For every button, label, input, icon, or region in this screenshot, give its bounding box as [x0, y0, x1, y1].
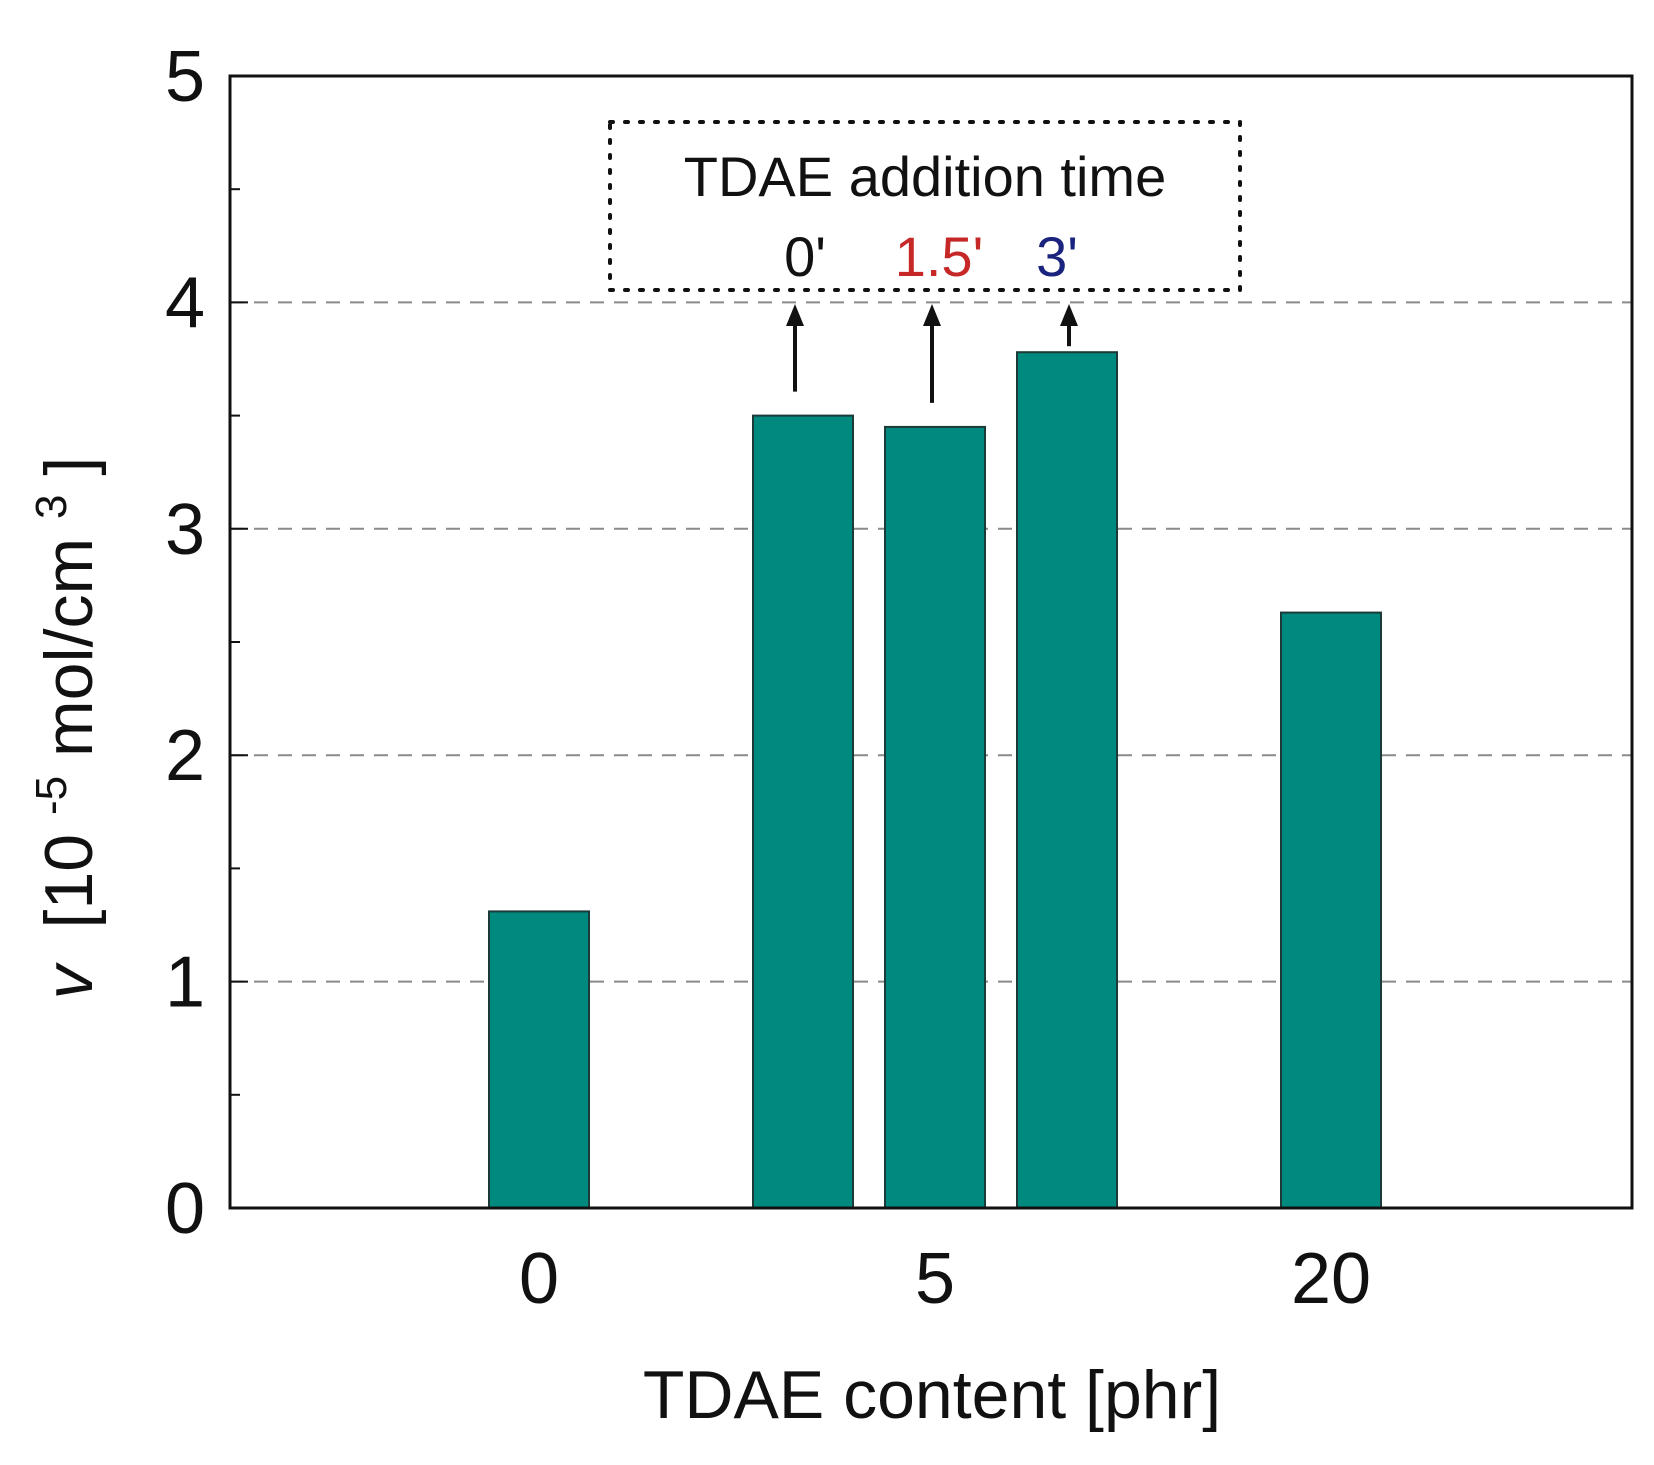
bar-20: [1280, 611, 1382, 1209]
arrow-head: [1060, 304, 1078, 326]
annotation-arrows: [786, 304, 1078, 403]
x-tick-label: 20: [1291, 1239, 1371, 1319]
x-tick-label: 5: [915, 1239, 955, 1319]
annotation-label-0min: 0': [784, 225, 826, 288]
y-axis-symbol: v: [31, 961, 107, 999]
annotation-label-3min: 3': [1036, 225, 1078, 288]
arrow-head: [786, 304, 804, 326]
y-axis-bracket-open: [10: [31, 834, 107, 929]
bar-5-0min: [752, 414, 854, 1210]
y-axis-exponent-2: 3: [27, 494, 76, 518]
y-axis-title: v [10 -5 mol/cm 3 ]: [5, 457, 107, 1000]
y-axis-exponent-1: -5: [27, 776, 76, 815]
y-tick-label: 5: [165, 37, 205, 117]
tick-labels: 0 1 2 3 4 5 0 5 20: [165, 37, 1371, 1319]
svg-text:v [10 -5 mo: v [10 -5 mol/cm 3 ]: [5, 457, 107, 1000]
addition-time-annotation: TDAE addition time 0' 1.5' 3': [608, 120, 1242, 292]
y-tick-label: 4: [165, 263, 205, 343]
x-axis-title: TDAE content [phr]: [643, 1357, 1221, 1433]
y-axis-bracket-close: ]: [31, 457, 107, 476]
bars: [488, 351, 1382, 1210]
y-tick-label: 0: [165, 1169, 205, 1249]
annotation-dotted-box: [608, 120, 1242, 292]
y-tick-label: 2: [165, 716, 205, 796]
arrow-head: [923, 304, 941, 326]
annotation-title: TDAE addition time: [684, 145, 1166, 208]
y-tick-label: 3: [165, 490, 205, 570]
y-axis-unit: mol/cm: [31, 538, 107, 757]
y-tick-label: 1: [165, 943, 205, 1023]
bar-5-3min: [1016, 351, 1118, 1209]
annotation-label-1-5min: 1.5': [895, 225, 984, 288]
bar-5-1-5min: [884, 425, 986, 1210]
y-ticks: [230, 75, 248, 1209]
x-tick-label: 0: [519, 1239, 559, 1319]
bar-0: [488, 910, 590, 1210]
